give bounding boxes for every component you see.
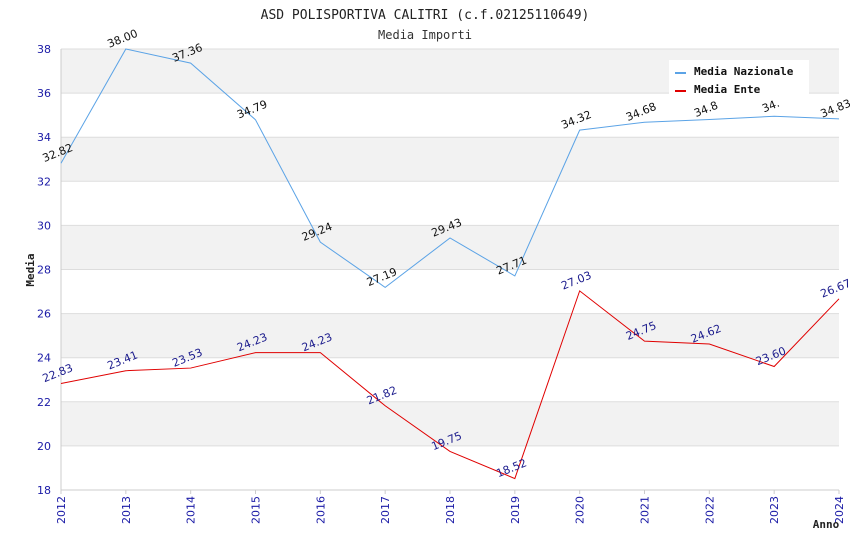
grid-band xyxy=(61,137,839,182)
series-line-media-ente xyxy=(60,290,840,480)
y-tick-label: 36 xyxy=(37,87,51,100)
x-tick-label: 2014 xyxy=(185,496,198,524)
x-tick-label: 2017 xyxy=(379,496,392,524)
y-tick-label: 20 xyxy=(37,440,51,453)
x-tick-label: 2013 xyxy=(120,496,133,524)
chart-title: ASD POLISPORTIVA CALITRI (c.f.0212511064… xyxy=(261,8,590,23)
series-lines xyxy=(60,48,840,480)
grid-band xyxy=(61,401,839,446)
y-axis-ticks: 18 20 22 24 26 28 30 32 34 36 38 xyxy=(37,43,51,497)
y-tick-label: 28 xyxy=(37,264,51,277)
x-axis-label: Anno xyxy=(813,518,840,531)
x-axis-ticks: 2012 2013 2014 2015 2016 2017 2018 2019 2020 2021… xyxy=(55,490,846,524)
x-tick-label: 2023 xyxy=(768,496,781,524)
y-axis-label: Media xyxy=(24,253,37,286)
grid-bands xyxy=(61,49,839,490)
grid-band xyxy=(61,445,839,490)
y-tick-label: 32 xyxy=(37,175,51,188)
series-line-media-nazionale xyxy=(60,48,840,288)
x-tick-label: 2015 xyxy=(250,496,263,524)
legend: Media Nazionale Media Ente xyxy=(669,60,809,98)
x-tick-label: 2021 xyxy=(639,496,652,524)
x-tick-label: 2019 xyxy=(509,496,522,524)
y-tick-label: 38 xyxy=(37,43,51,56)
grid-band xyxy=(61,93,839,138)
x-tick-label: 2012 xyxy=(55,496,68,524)
chart-subtitle: Media Importi xyxy=(378,28,472,42)
grid-band xyxy=(61,269,839,314)
y-tick-label: 22 xyxy=(37,396,51,409)
y-tick-label: 24 xyxy=(37,352,51,365)
x-tick-label: 2016 xyxy=(314,496,327,524)
grid-band xyxy=(61,225,839,270)
x-tick-label: 2024 xyxy=(833,496,846,524)
y-tick-label: 18 xyxy=(37,484,51,497)
data-label-media-nazionale: 38.00 xyxy=(105,27,139,51)
grid-band xyxy=(61,181,839,226)
grid-band xyxy=(61,313,839,358)
legend-label-media-nazionale: Media Nazionale xyxy=(694,65,794,78)
x-tick-label: 2020 xyxy=(574,496,587,524)
y-tick-label: 30 xyxy=(37,219,51,232)
x-tick-label: 2022 xyxy=(703,496,716,524)
x-tick-label: 2018 xyxy=(444,496,457,524)
legend-label-media-ente: Media Ente xyxy=(694,83,761,96)
data-label-media-nazionale: 34. xyxy=(760,97,781,116)
legend-box xyxy=(669,60,809,98)
grid-band xyxy=(61,357,839,402)
y-tick-label: 34 xyxy=(37,131,51,144)
y-tick-label: 26 xyxy=(37,308,51,321)
